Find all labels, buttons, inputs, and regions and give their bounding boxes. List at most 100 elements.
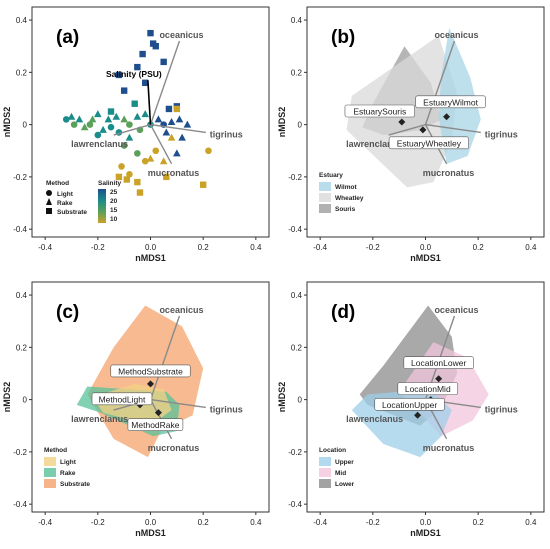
- legend-label: Wilmot: [335, 184, 357, 191]
- legend-swatch: [44, 468, 56, 477]
- species-vector-label: lawrenclanus: [71, 139, 128, 149]
- legend-label: 20: [110, 198, 118, 205]
- species-vector-label: mucronatus: [148, 168, 200, 178]
- data-point: [88, 115, 97, 123]
- centroid-label-box: [110, 364, 191, 378]
- legend-label: Rake: [60, 470, 76, 477]
- y-tick-label: 0.4: [291, 16, 303, 25]
- panel-label: (c): [56, 302, 79, 323]
- y-tick-label: -0.4: [13, 225, 27, 234]
- y-tick-label: 0.4: [291, 291, 303, 300]
- centroid-label: EstuaryWilmot: [423, 97, 478, 107]
- data-point: [107, 123, 115, 131]
- data-point: [123, 176, 130, 183]
- data-point: [162, 128, 171, 136]
- data-point: [152, 147, 160, 155]
- data-point: [141, 110, 150, 118]
- vector-line: [388, 123, 426, 136]
- y-tick-label: -0.4: [288, 500, 302, 509]
- group-centroid: [398, 118, 406, 126]
- y-axis-label: nMDS2: [277, 382, 287, 413]
- data-point: [173, 105, 181, 113]
- x-axis-label: nMDS1: [410, 528, 441, 538]
- legend-swatch: [44, 479, 56, 488]
- y-tick-label: 0.2: [16, 68, 28, 77]
- centroid-label: MethodRake: [131, 420, 179, 430]
- data-point: [199, 181, 207, 188]
- panel-label: (b): [331, 27, 355, 48]
- data-point: [163, 173, 170, 181]
- x-tick-label: -0.4: [38, 518, 52, 527]
- species-vector-label: oceanicus: [434, 30, 478, 40]
- y-tick-label: 0: [298, 121, 303, 130]
- vector-line: [113, 123, 151, 136]
- data-point: [173, 149, 181, 157]
- group-centroid: [419, 126, 427, 134]
- x-tick-label: -0.4: [313, 243, 327, 252]
- data-point: [133, 112, 142, 120]
- data-point: [183, 120, 192, 128]
- y-tick-label: -0.2: [288, 448, 302, 457]
- centroid-label-box: [344, 104, 415, 118]
- x-tick-label: 0.0: [145, 518, 157, 527]
- species-vector-label: lawrenclanus: [346, 139, 403, 149]
- vector-line: [149, 315, 181, 400]
- species-vector-label: oceanicus: [434, 305, 478, 315]
- legend-shape: [46, 190, 52, 196]
- data-point: [115, 71, 123, 79]
- data-point: [67, 112, 76, 120]
- y-tick-label: 0.2: [291, 343, 303, 352]
- x-tick-label: 0.4: [250, 243, 262, 252]
- x-tick-label: 0.2: [198, 243, 210, 252]
- x-tick-label: 0.0: [145, 243, 157, 252]
- y-tick-label: -0.2: [13, 448, 27, 457]
- legend-swatch: [319, 193, 331, 202]
- data-point: [120, 115, 128, 123]
- data-point: [99, 125, 107, 133]
- vector-line: [150, 123, 206, 134]
- y-tick-label: -0.2: [13, 173, 27, 182]
- data-point: [62, 116, 70, 123]
- data-point: [104, 115, 113, 123]
- centroid-label-box: [374, 397, 445, 411]
- y-tick-label: 0: [298, 396, 303, 405]
- y-tick-label: -0.4: [13, 500, 27, 509]
- centroid-label: EstuarySouris: [353, 107, 406, 117]
- x-axis-label: nMDS1: [135, 528, 166, 538]
- data-point: [107, 108, 115, 115]
- salinity-vector-label: Salinity (PSU): [106, 69, 162, 79]
- y-axis-label: nMDS2: [2, 382, 12, 413]
- data-point: [94, 110, 102, 118]
- data-point: [118, 163, 125, 170]
- data-point: [175, 115, 184, 123]
- legend-title: Salinity: [98, 180, 122, 187]
- centroid-label: MethodLight: [99, 394, 146, 404]
- y-tick-label: 0.2: [291, 68, 303, 77]
- centroid-label-box: [403, 356, 474, 370]
- x-tick-label: -0.2: [91, 243, 105, 252]
- centroid-label: MethodSubstrate: [118, 366, 183, 376]
- x-tick-label: -0.4: [313, 518, 327, 527]
- legend-label: Substrate: [57, 209, 87, 216]
- x-tick-label: 0.2: [473, 243, 485, 252]
- data-point: [165, 105, 173, 113]
- vector-line: [424, 40, 456, 125]
- data-point: [126, 170, 133, 178]
- x-tick-label: 0.4: [525, 243, 537, 252]
- data-point: [178, 133, 186, 141]
- legend-label: Light: [60, 459, 77, 466]
- data-point: [159, 157, 168, 165]
- y-tick-label: -0.2: [288, 173, 302, 182]
- legend-swatch: [319, 457, 331, 466]
- vector-line: [425, 123, 481, 134]
- legend-swatch: [44, 457, 56, 466]
- legend-label: Substrate: [60, 481, 90, 488]
- data-point: [80, 123, 89, 131]
- group-centroid: [443, 113, 451, 121]
- species-vector-label: lawrenclanus: [71, 414, 128, 424]
- vector-line: [150, 398, 206, 409]
- x-tick-label: -0.4: [38, 243, 52, 252]
- legend-label: Souris: [335, 206, 356, 213]
- y-tick-label: 0.4: [16, 16, 28, 25]
- x-tick-label: 0.2: [473, 518, 485, 527]
